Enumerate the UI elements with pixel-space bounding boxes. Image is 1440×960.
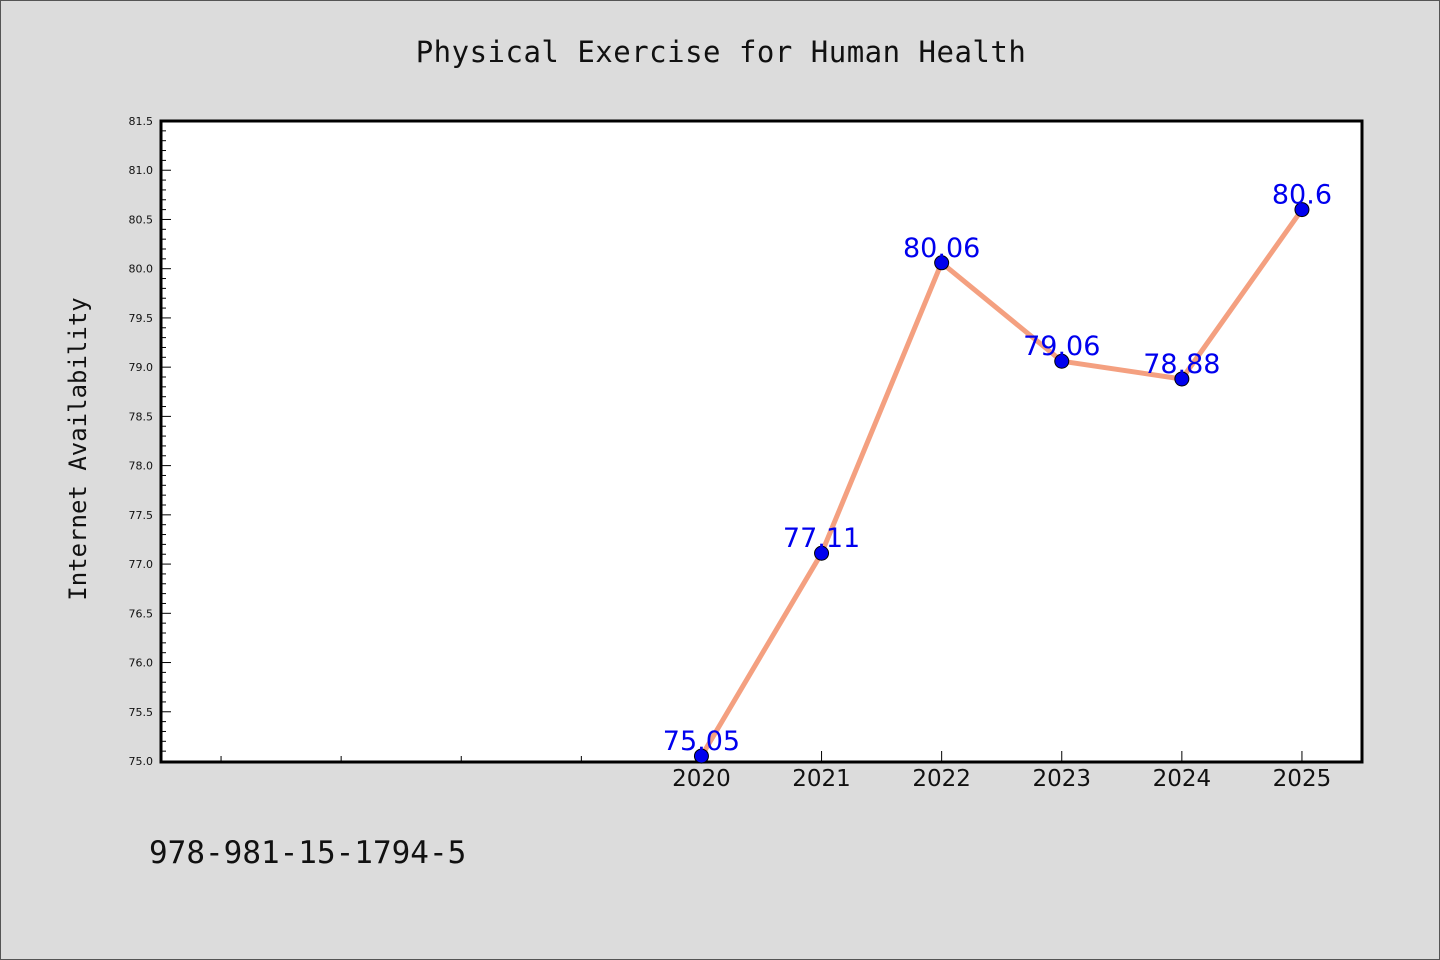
y-tick-label: 79.5 xyxy=(129,312,154,325)
x-tick-label: 2022 xyxy=(912,766,971,792)
y-tick-label: 76.5 xyxy=(129,607,154,620)
data-label: 79.06 xyxy=(1023,331,1100,362)
data-label: 75.05 xyxy=(663,726,740,757)
chart-title: Physical Exercise for Human Health xyxy=(415,35,1027,69)
x-tick-label: 2021 xyxy=(792,766,851,792)
y-tick-label: 78.0 xyxy=(129,460,154,473)
y-tick-label: 81.5 xyxy=(129,115,154,128)
y-tick-label: 80.5 xyxy=(129,213,154,226)
series-line xyxy=(699,208,1305,758)
isbn-text: 978-981-15-1794-5 xyxy=(149,835,467,871)
y-tick-label: 75.5 xyxy=(129,706,154,719)
y-tick-label: 77.5 xyxy=(129,509,154,522)
y-axis-label: Internet Availability xyxy=(64,297,92,600)
y-tick-label: 75.0 xyxy=(129,755,154,768)
data-point xyxy=(1054,353,1070,369)
data-point xyxy=(693,748,709,764)
x-axis-ticks: 2020 2021 2022 2023 2024 2025 xyxy=(220,751,1332,792)
y-tick-label: 80.0 xyxy=(129,263,154,276)
plot-area xyxy=(159,119,1364,764)
data-point xyxy=(1294,202,1310,218)
data-point xyxy=(1174,371,1190,387)
x-tick-label: 2024 xyxy=(1153,766,1212,792)
data-label: 77.11 xyxy=(783,523,860,554)
x-tick-label: 2023 xyxy=(1032,766,1091,792)
x-tick-label: 2020 xyxy=(672,766,731,792)
y-tick-label: 77.0 xyxy=(129,558,154,571)
data-label: 80.6 xyxy=(1272,180,1332,211)
y-tick-label: 81.0 xyxy=(129,164,154,177)
y-tick-label: 79.0 xyxy=(129,361,154,374)
x-tick-label: 2025 xyxy=(1273,766,1332,792)
series-layer: 75.05 77.11 80.06 79.06 78.88 80.6 xyxy=(663,180,1332,764)
data-label: 80.06 xyxy=(903,233,980,264)
data-label: 78.88 xyxy=(1143,349,1220,380)
data-point xyxy=(814,545,830,561)
y-axis-ticks: 75.0 75.5 76.0 76.5 77.0 77.5 78.0 78.5 79.0 79.5… xyxy=(129,115,171,768)
y-tick-label: 78.5 xyxy=(129,410,154,423)
data-point xyxy=(934,255,950,271)
y-tick-label: 76.0 xyxy=(129,657,154,670)
